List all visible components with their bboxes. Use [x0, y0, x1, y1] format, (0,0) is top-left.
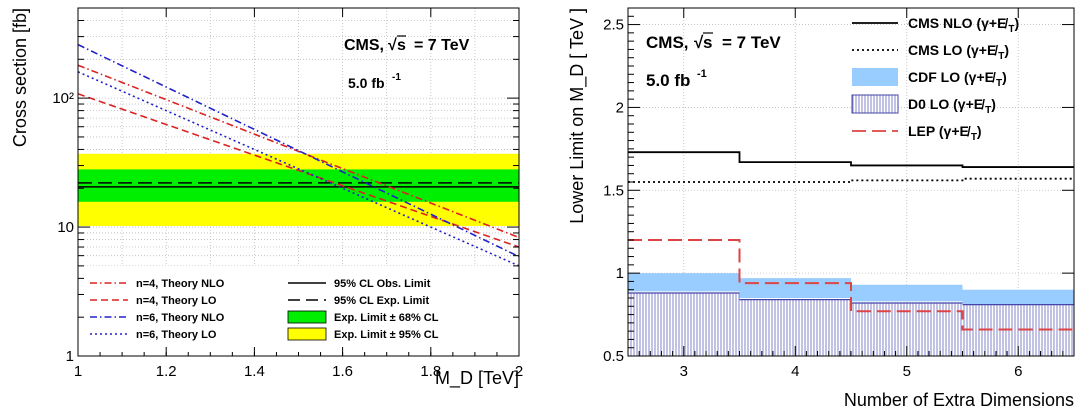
right-cdf-band — [739, 278, 851, 298]
right-lumi-exponent: -1 — [697, 68, 707, 80]
right-y-tick-label: 1 — [616, 265, 624, 282]
right-y-tick-label: 2.5 — [603, 17, 624, 34]
right-legend-close: ) — [1002, 69, 1007, 85]
right-cdf-band — [851, 284, 963, 302]
left-legend-label: n=6, Theory NLO — [136, 312, 225, 324]
right-axis-ticks: 3 4 5 6 0.5 1 1.5 2 2.5 — [603, 7, 1075, 380]
left-bands — [78, 153, 519, 226]
left-sqrt-symbol: √ — [388, 37, 397, 54]
right-legend-subscript: T — [996, 78, 1002, 89]
right-sqrt-symbol: √ — [694, 33, 704, 52]
left-chart: n=4, Theory NLO n=4, Theory LO n=6, Theory… — [10, 7, 523, 389]
right-legend-subscript: T — [998, 51, 1004, 62]
left-y-axis-label: Cross section [fb] — [10, 8, 30, 147]
left-legend-label: 95% CL Obs. Limit — [334, 278, 431, 290]
left-x-tick-label: 2 — [515, 363, 523, 380]
right-x-axis-label: Number of Extra Dimensions — [844, 390, 1074, 410]
right-legend-close: ) — [991, 96, 996, 112]
right-legend-swatch — [851, 94, 899, 114]
right-legend-label: D0 LO (γ+E̸ — [908, 96, 985, 112]
right-limit-step — [628, 151, 1074, 168]
right-legend-label: LEP (γ+E̸ — [908, 123, 971, 139]
left-x-tick-label: 1 — [74, 363, 82, 380]
left-y-tick-label: 1 — [66, 348, 74, 365]
right-d0-band — [628, 293, 740, 356]
right-s-symbol: s — [703, 33, 712, 52]
right-cms-label: CMS, √ s = 7 TeV 5.0 fb -1 — [646, 32, 781, 90]
left-legend-swatch — [287, 310, 327, 324]
right-legend-close: ) — [977, 123, 982, 139]
left-legend-swatch — [287, 327, 327, 341]
right-x-tick-label: 5 — [903, 363, 911, 380]
left-band — [78, 169, 519, 202]
right-y-axis-label: Lower Limit on M_D [ TeV ] — [567, 8, 588, 224]
left-legend-label: Exp. Limit ± 95% CL — [334, 329, 439, 341]
right-legend-label: CMS LO (γ+E̸ — [908, 42, 998, 58]
left-x-tick-label: 1.2 — [156, 363, 177, 380]
right-legend: CMS NLO (γ+E̸ T)CMS LO (γ+E̸ T)CDF LO (γ+E… — [851, 15, 1020, 143]
right-cms-text: CMS, — [646, 33, 689, 52]
right-x-tick-label: 6 — [1014, 363, 1022, 380]
right-limit-step — [628, 239, 1074, 331]
right-cdf-band — [628, 273, 740, 292]
right-y-tick-label: 2 — [616, 99, 624, 116]
right-legend-swatch — [852, 68, 898, 86]
right-lumi-text: 5.0 fb — [646, 71, 690, 90]
right-x-tick-label: 3 — [680, 363, 688, 380]
left-cms-text: CMS, — [344, 37, 384, 54]
left-x-axis-label: M_D [TeV] — [435, 368, 519, 389]
right-y-tick-label: 0.5 — [603, 348, 624, 365]
right-cdf-band — [962, 289, 1074, 305]
right-legend-label: CDF LO (γ+E̸ — [908, 69, 996, 85]
left-lumi-text: 5.0 fb — [348, 75, 385, 91]
right-legend-subscript: T — [1008, 24, 1014, 35]
left-theory-curves — [78, 43, 519, 267]
left-y-tick-label: 10 — [57, 219, 74, 236]
right-energy-text: = 7 TeV — [722, 33, 781, 52]
left-legend-label: n=4, Theory LO — [136, 295, 217, 307]
right-limit-steps — [628, 151, 1074, 331]
left-theory-curve — [78, 71, 519, 267]
left-x-tick-label: 1.4 — [244, 363, 265, 380]
left-limit-lines — [78, 182, 519, 188]
right-legend-subscript: T — [985, 105, 991, 116]
left-theory-curve — [78, 43, 519, 258]
right-legend-subscript: T — [971, 132, 977, 143]
right-legend-label: CMS NLO (γ+E̸ — [908, 15, 1008, 31]
left-s-symbol: s — [397, 37, 406, 54]
left-theory-curve — [78, 64, 519, 239]
left-y-tick-label: 10² — [52, 90, 74, 107]
right-legend-close: ) — [1015, 15, 1020, 31]
right-limit-step — [628, 177, 1074, 183]
left-cms-label: CMS, √ s = 7 TeV 5.0 fb -1 — [344, 35, 470, 91]
left-x-tick-label: 1.8 — [420, 363, 441, 380]
right-chart: 3 4 5 60.511.522.5 CMS NLO (γ+E̸ T)CMS LO (γ… — [567, 7, 1075, 410]
left-axis-ticks: 1 1.2 1.4 1.6 1.8 2 1 10 10² — [52, 8, 523, 380]
left-x-tick-label: 1.6 — [332, 363, 353, 380]
left-lumi-exponent: -1 — [392, 72, 401, 83]
left-legend-label: 95% CL Exp. Limit — [334, 295, 429, 307]
left-legend-label: Exp. Limit ± 68% CL — [334, 312, 439, 324]
right-x-tick-label: 4 — [791, 363, 799, 380]
left-legend-label: n=6, Theory LO — [136, 329, 217, 341]
left-energy-text: = 7 TeV — [414, 37, 470, 54]
left-legend: n=4, Theory NLO n=4, Theory LO n=6, Theory… — [90, 278, 439, 341]
right-legend-close: ) — [1004, 42, 1009, 58]
left-legend-label: n=4, Theory NLO — [136, 278, 225, 290]
right-y-tick-label: 1.5 — [603, 182, 624, 199]
